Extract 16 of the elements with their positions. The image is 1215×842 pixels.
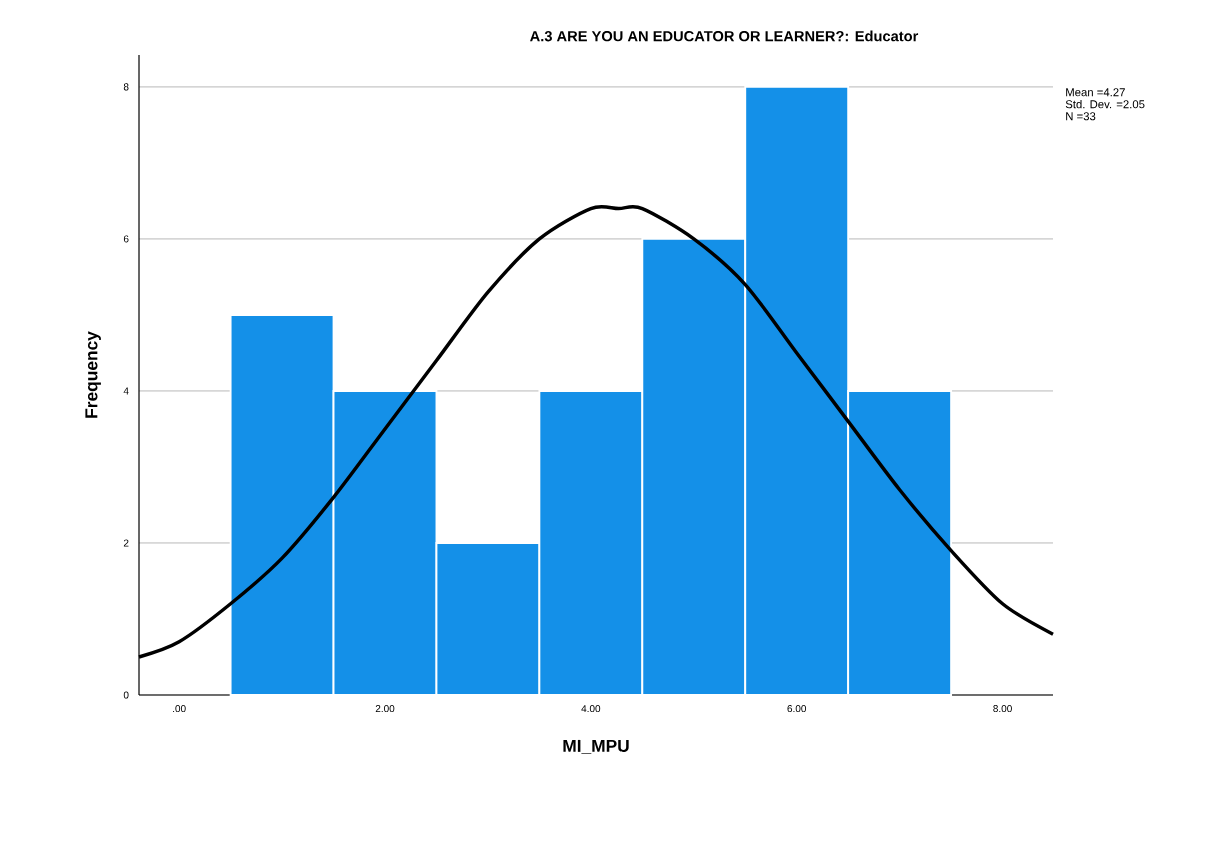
y-tick-label: 6 xyxy=(123,235,129,243)
x-tick-label: .00 xyxy=(173,705,186,713)
y-tick-label: 0 xyxy=(123,691,129,699)
text: Mean =4.27 xyxy=(1066,88,1125,97)
chart-title: A.3 ARE YOU AN EDUCATOR OR LEARNER?: Educator xyxy=(530,30,919,42)
text: Std. Dev. =2.05 xyxy=(1065,99,1145,109)
y-tick-label: 4 xyxy=(123,387,129,395)
x-axis-title: MI_MPU xyxy=(563,739,629,754)
y-axis-title: Frequency xyxy=(85,331,101,418)
y-tick-label: 8 xyxy=(123,83,129,91)
x-tick-label: 6.00 xyxy=(787,705,807,713)
text: N =33 xyxy=(1066,112,1096,121)
y-tick-label: 2 xyxy=(123,539,129,547)
x-tick-label: 2.00 xyxy=(375,705,395,713)
x-tick-label: 8.00 xyxy=(993,705,1012,713)
x-tick-label: 4.00 xyxy=(581,705,601,713)
